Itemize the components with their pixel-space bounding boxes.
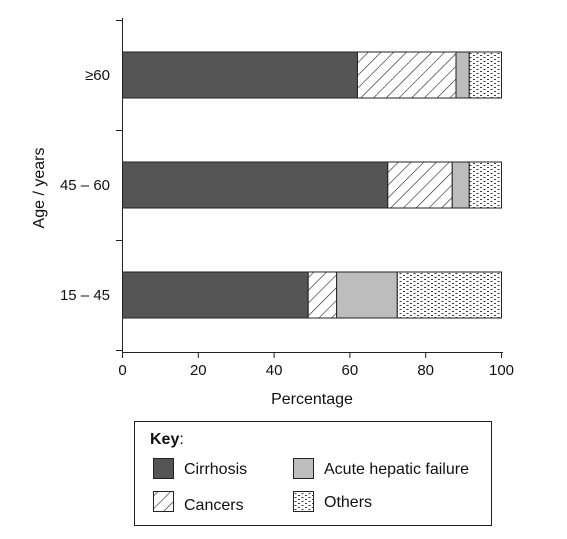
legend-title-colon: :: [179, 431, 183, 448]
bar-cirrhosis-row-1: [122, 51, 358, 99]
x-axis-title: Percentage: [271, 391, 353, 408]
legend-swatch-cancers: [153, 491, 174, 512]
y-tick-label: 45 – 60: [60, 177, 110, 194]
y-axis-title: Age / years: [31, 148, 48, 229]
y-tick-label: ≥60: [85, 67, 110, 84]
legend-title: Key: [150, 431, 179, 448]
x-tick-label: 80: [417, 362, 434, 379]
y-tick-label: 15 – 45: [60, 287, 110, 304]
bar-acute-hepatic-failure-row-3: [336, 271, 398, 319]
legend-swatch-cirrhosis: [153, 458, 174, 479]
x-tick-label: 20: [190, 362, 207, 379]
bar-others-row-1: [468, 51, 503, 99]
legend: Key: Cirrhosis Acute hepatic failure Can…: [134, 421, 492, 526]
bar-acute-hepatic-failure-row-2: [451, 161, 470, 209]
bars-layer: [122, 51, 503, 319]
y-ticks: [116, 20, 123, 351]
bar-cirrhosis-row-3: [122, 271, 309, 319]
x-tick-label: 60: [342, 362, 359, 379]
x-tick-label: 100: [489, 362, 514, 379]
bar-others-row-3: [396, 271, 502, 319]
bar-cancers-row-2: [387, 161, 453, 209]
bar-cancers-row-1: [356, 51, 457, 99]
legend-swatch-others: [293, 491, 314, 512]
x-ticks: 0 20 40 60 80 100: [118, 352, 514, 379]
bar-cancers-row-3: [307, 271, 338, 319]
legend-label-acute-hepatic-failure: Acute hepatic failure: [324, 461, 469, 478]
bar-others-row-2: [468, 161, 503, 209]
x-tick-label: 0: [118, 362, 126, 379]
legend-label-cancers: Cancers: [184, 497, 244, 514]
legend-label-others: Others: [324, 494, 372, 511]
x-tick-label: 40: [266, 362, 283, 379]
legend-frame: [134, 421, 492, 526]
bar-acute-hepatic-failure-row-1: [455, 51, 470, 99]
legend-label-cirrhosis: Cirrhosis: [184, 461, 247, 478]
bar-cirrhosis-row-2: [122, 161, 389, 209]
legend-title-line: Key:: [150, 431, 184, 448]
legend-swatch-acute-hepatic-failure: [293, 458, 314, 479]
y-tick-labels: ≥60 45 – 60 15 – 45: [60, 67, 110, 304]
